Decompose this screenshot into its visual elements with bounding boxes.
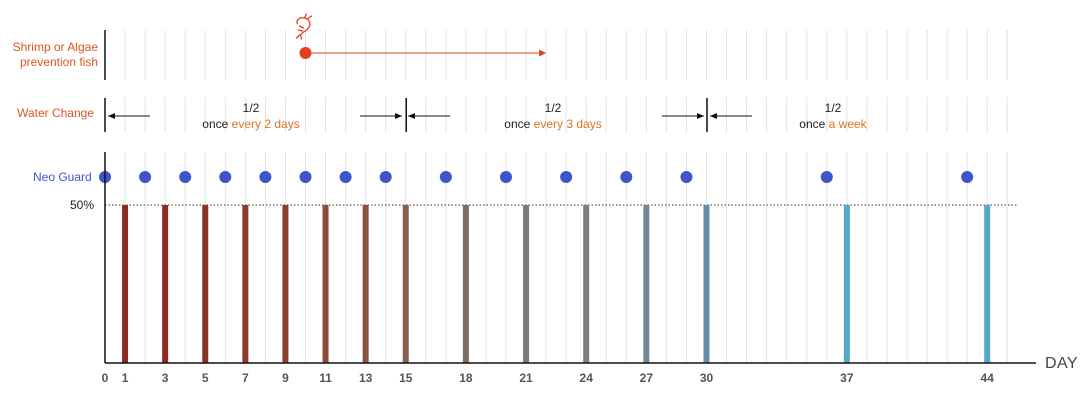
shrimp-row (104, 13, 547, 80)
water-phase-fraction: 1/2 (544, 101, 562, 115)
day-tick-label: 1 (122, 371, 129, 385)
shrimp-arrow-head (539, 49, 547, 57)
neo-guard-dose-dot (500, 171, 512, 183)
water-change-bar (202, 205, 209, 363)
water-phase-frequency: once every 2 days (171, 116, 331, 132)
arrow-left-head (108, 113, 115, 119)
day-tick-label: 7 (242, 371, 249, 385)
shrimp-label-line2: prevention fish (19, 55, 98, 69)
day-tick-label: 27 (640, 371, 654, 385)
shrimp-icon (295, 13, 313, 40)
day-tick-label: 15 (399, 371, 413, 385)
day-tick-label: 11 (319, 371, 332, 385)
water-change-bar (402, 205, 409, 363)
water-change-bar (282, 205, 289, 363)
water-change-row (104, 98, 752, 132)
day-tick-label: 24 (580, 371, 594, 385)
shrimp-icon-antennae (303, 13, 313, 20)
day-tick-label: 18 (459, 371, 473, 385)
day-tick-label: 13 (359, 371, 373, 385)
water-phase-prefix: once (202, 117, 232, 131)
day-tick-label: 44 (981, 371, 995, 385)
water-phase-prefix: once (799, 117, 829, 131)
day-tick-label: 21 (519, 371, 533, 385)
shrimp-row-label: Shrimp or Algae prevention fish (0, 40, 98, 70)
day-tick-label: 3 (162, 371, 169, 385)
water-phase-label: 1/2 once every 2 days (171, 100, 331, 132)
water-phase-interval: every 2 days (231, 117, 300, 131)
neo-guard-row (99, 171, 974, 183)
arrow-left-head (408, 113, 415, 119)
arrow-left-head (710, 113, 717, 119)
day-tick-label: 5 (202, 371, 209, 385)
neo-guard-dose-dot (820, 171, 833, 183)
neo-guard-label: Neo Guard (33, 170, 92, 184)
neo-guard-dose-dot (680, 171, 693, 183)
shrimp-start-dot (299, 47, 312, 59)
arrow-right-head (395, 113, 402, 119)
water-phase-interval: every 3 days (533, 117, 602, 131)
water-change-label: Water Change (17, 106, 94, 120)
day-tick-label: 0 (102, 371, 109, 385)
neo-guard-dose-dot (379, 171, 392, 183)
neo-guard-dose-dot (259, 171, 272, 183)
day-axis-title: DAY (1045, 355, 1079, 372)
neo-guard-dose-dot (139, 171, 152, 183)
day-tick-label: 9 (282, 371, 289, 385)
day-tick-label: 30 (700, 371, 714, 385)
water-phase-fraction: 1/2 (242, 101, 260, 115)
water-change-bar (362, 205, 369, 363)
water-change-bar (843, 205, 850, 363)
water-change-bar (462, 205, 469, 363)
neo-guard-dose-dot (299, 171, 312, 183)
neo-guard-dose-dot (219, 171, 232, 183)
neo-guard-dose-dot (179, 171, 192, 183)
water-phase-interval: a week (828, 117, 867, 131)
water-change-bar (162, 205, 169, 363)
water-phase-fraction: 1/2 (824, 101, 842, 115)
neo-guard-dose-dot (439, 171, 452, 183)
shrimp-label-line1: Shrimp or Algae (12, 40, 98, 54)
arrow-right-head (697, 113, 704, 119)
water-phase-frequency: once every 3 days (473, 116, 633, 132)
water-change-bar (703, 205, 710, 363)
shrimp-icon-legs (295, 25, 305, 40)
water-phase-frequency: once a week (753, 116, 913, 132)
water-change-bar (122, 205, 129, 363)
shrimp-icon-body (296, 17, 311, 36)
water-change-bar (242, 205, 249, 363)
neo-guard-dose-dot (339, 171, 352, 183)
water-change-bar (643, 205, 650, 363)
neo-guard-dose-dot (620, 171, 633, 183)
water-change-bar (322, 205, 329, 363)
water-phase-label: 1/2 once every 3 days (473, 100, 633, 132)
water-phase-label: 1/2 once a week (753, 100, 913, 132)
water-phase-prefix: once (504, 117, 534, 131)
day-axis: 0 1 3 5 7 9 11 13 15 18 21 24 27 30 37 44 (102, 152, 1036, 385)
water-change-bars (122, 205, 991, 363)
day-grid-lines (104, 30, 1018, 363)
water-change-bar (523, 205, 530, 363)
water-change-bar (984, 205, 991, 363)
neo-guard-dose-dot (961, 171, 974, 183)
day-tick-label: 37 (840, 371, 854, 385)
neo-guard-dose-dot (560, 171, 573, 183)
fifty-percent-label: 50% (70, 198, 95, 212)
water-change-bar (583, 205, 590, 363)
